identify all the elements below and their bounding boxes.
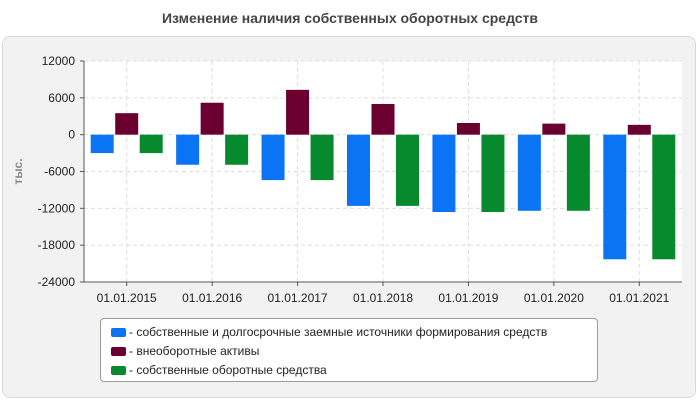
- bar-series-2: [456, 123, 480, 135]
- y-axis-label: тыс.: [11, 158, 25, 184]
- bar-series-3: [481, 134, 505, 213]
- bar-series-2: [200, 102, 224, 135]
- chart-title: Изменение наличия собственных оборотных …: [161, 10, 539, 26]
- y-tick-label: 0: [68, 128, 75, 142]
- bar-series-1: [517, 134, 541, 211]
- bar-series-1: [347, 134, 370, 206]
- legend-label-sources: - собственные и долгосрочные заемные ист…: [129, 325, 548, 339]
- plot-area: [84, 61, 682, 282]
- bar-series-1: [90, 134, 114, 154]
- bar-series-3: [652, 134, 676, 260]
- bar-series-2: [627, 124, 651, 135]
- legend-label-noncurrent-assets: - внеоборотные активы: [129, 344, 260, 358]
- x-tick-label: 01.01.2017: [268, 291, 328, 305]
- y-tick-label: 6000: [48, 91, 75, 105]
- bar-series-2: [371, 103, 395, 135]
- x-tick-label: 01.01.2016: [182, 291, 242, 305]
- x-tick-label: 01.01.2019: [438, 291, 498, 305]
- bar-series-1: [432, 134, 456, 213]
- bar-series-1: [176, 134, 200, 165]
- legend-swatch-noncurrent-assets: [111, 347, 126, 356]
- y-tick-label: -12000: [38, 201, 76, 215]
- legend-swatch-working-capital: [111, 366, 126, 375]
- y-tick-label: -24000: [38, 275, 76, 289]
- y-tick-label: -6000: [44, 165, 75, 179]
- bar-series-1: [603, 134, 627, 260]
- x-tick-label: 01.01.2018: [353, 291, 413, 305]
- legend-label-working-capital: - собственные оборотные средства: [129, 363, 327, 377]
- y-tick-label: 12000: [42, 54, 76, 68]
- x-tick-label: 01.01.2020: [524, 291, 584, 305]
- bar-series-3: [566, 134, 590, 211]
- bar-series-2: [115, 113, 139, 135]
- legend: - собственные и долгосрочные заемные ист…: [100, 318, 598, 382]
- bar-series-3: [396, 134, 419, 206]
- x-tick-label: 01.01.2015: [97, 291, 157, 305]
- legend-item-working-capital: - собственные оборотные средства: [111, 361, 597, 380]
- legend-item-noncurrent-assets: - внеоборотные активы: [111, 342, 597, 361]
- legend-item-sources: - собственные и долгосрочные заемные ист…: [111, 323, 597, 342]
- bar-series-3: [225, 134, 249, 165]
- x-tick-label: 01.01.2021: [609, 291, 669, 305]
- legend-swatch-sources: [111, 328, 126, 337]
- bar-series-3: [310, 134, 334, 181]
- bar-series-2: [286, 89, 310, 135]
- bar-series-2: [542, 123, 566, 135]
- bar-series-3: [139, 134, 163, 154]
- bar-series-1: [261, 134, 285, 181]
- y-tick-label: -18000: [38, 238, 76, 252]
